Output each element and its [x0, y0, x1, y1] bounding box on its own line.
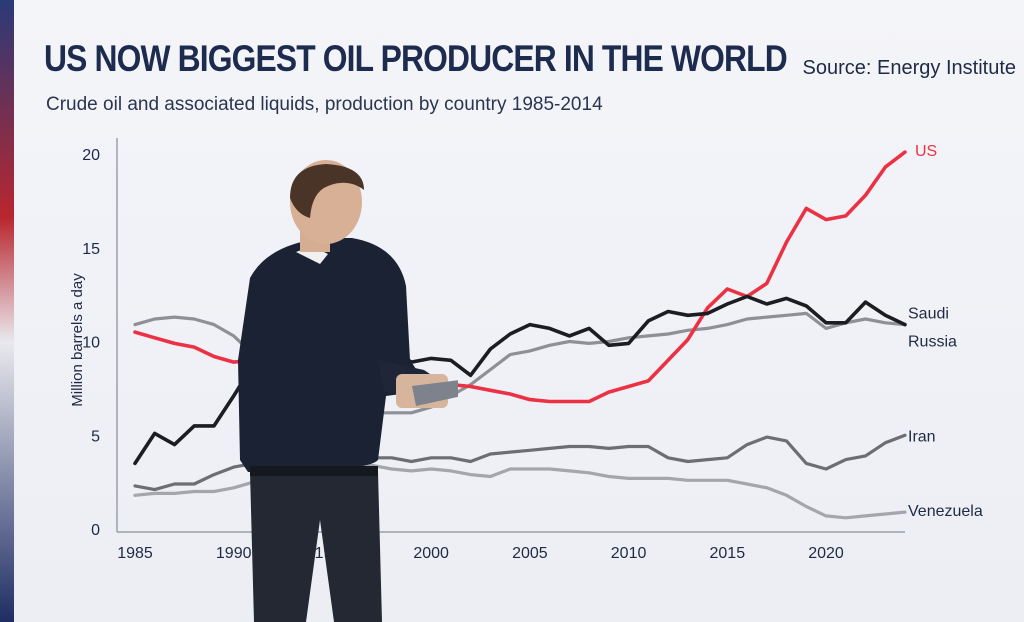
y-tick-label: 15	[82, 241, 100, 258]
y-tick-label: 5	[91, 428, 100, 445]
y-tick-labels: 0 5 10 15 20	[82, 147, 100, 539]
series-labels: US Saudi Russia Iran Venezuela	[908, 143, 983, 520]
x-tick-label: 2015	[710, 545, 746, 562]
series-label-iran: Iran	[908, 428, 936, 445]
chart-subtitle: Crude oil and associated liquids, produc…	[46, 94, 603, 115]
x-tick-label: 2005	[512, 545, 548, 562]
presenter-figure	[238, 160, 458, 622]
x-tick-label: 2020	[808, 545, 844, 562]
chart-title: US NOW BIGGEST OIL PRODUCER IN THE WORLD	[44, 38, 788, 79]
series-label-russia: Russia	[908, 334, 957, 351]
y-tick-label: 0	[91, 522, 100, 539]
y-tick-label: 20	[82, 147, 100, 164]
y-axis-label: Million barrels a day	[69, 273, 86, 407]
flag-backdrop-edge	[0, 0, 16, 622]
series-label-us: US	[915, 143, 937, 160]
source-note: Source: Energy Institute	[802, 57, 1016, 79]
series-label-venezuela: Venezuela	[908, 503, 983, 520]
x-tick-labels: 19851990199520002005201020152020	[117, 545, 844, 562]
x-tick-label: 2010	[611, 545, 647, 562]
x-tick-label: 1985	[117, 545, 153, 562]
chart-axes	[116, 138, 905, 533]
series-label-saudi: Saudi	[908, 306, 949, 323]
x-tick-label: 2000	[413, 545, 449, 562]
y-tick-label: 10	[82, 335, 100, 352]
x-tick-label: 1990	[216, 545, 252, 562]
